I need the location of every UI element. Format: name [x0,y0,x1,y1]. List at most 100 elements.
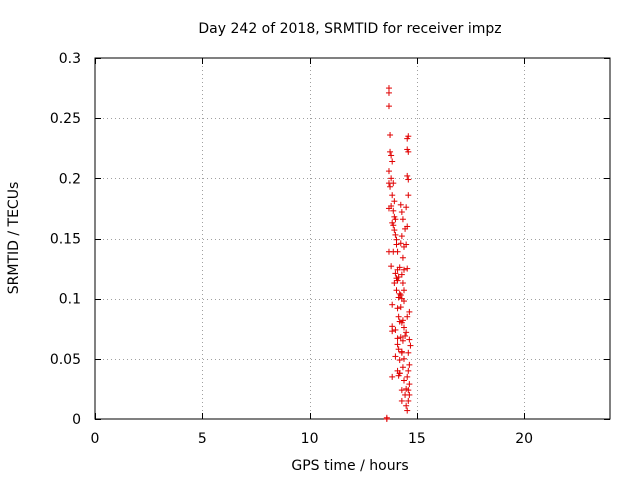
data-point-plus [402,225,409,232]
data-point-plus [401,324,407,331]
x-tick-label: 5 [198,431,207,447]
data-point-plus [388,175,395,182]
data-point-plus [405,367,412,374]
data-point-plus [405,148,412,155]
data-point-plus [399,364,406,371]
data-point-plus [403,329,410,336]
data-point-plus [393,287,400,294]
data-point-plus [394,305,401,312]
data-point-plus [385,168,392,175]
data-point-plus [396,318,403,325]
data-point-plus [389,373,396,380]
data-point-plus [392,231,399,238]
data-points [383,85,414,422]
y-tick-label: 0.25 [50,111,81,127]
data-point-plus [406,391,413,398]
x-tick-label: 20 [515,431,533,447]
data-point-plus [397,334,404,341]
data-point-plus [392,326,399,333]
data-point-plus [398,348,405,355]
data-point-plus [404,373,411,380]
data-point-plus [406,308,413,315]
data-point-plus [385,103,392,110]
data-point-plus [396,290,403,297]
data-point-plus [395,294,402,301]
data-point-plus [392,270,399,277]
tick-labels: 0 5 10 15 20 0 0.05 0.1 0.15 0.2 0.25 0.3 [50,51,533,447]
data-point-plus [389,328,396,335]
data-point-plus [385,205,392,212]
data-point-plus [388,152,395,159]
data-point-plus [403,241,410,248]
data-point-plus [399,280,406,287]
data-point-plus [406,381,413,388]
data-point-plus [403,402,410,409]
data-point-plus [401,298,407,305]
data-point-plus [399,216,406,223]
data-point-plus [398,233,405,240]
data-point-plus [391,280,398,287]
data-point-plus [402,332,409,339]
data-point-plus [404,172,411,179]
data-point-plus [397,201,404,208]
data-point-plus [403,204,410,211]
data-point-plus [389,158,396,165]
y-axis-label: SRMTID / TECUs [6,182,22,295]
data-point-plus [392,216,399,223]
data-point-plus [405,133,412,140]
data-point-plus [404,313,411,320]
data-point-plus [394,341,401,348]
x-tick-label: 15 [408,431,426,447]
data-point-plus [406,361,413,368]
data-point-plus [395,346,402,353]
data-point-plus [398,397,405,404]
data-point-plus [391,198,398,205]
data-point-plus [399,337,406,344]
data-point-plus [401,287,407,294]
data-point-plus [387,183,394,190]
data-point-plus [390,180,397,187]
data-point-plus [397,240,404,247]
data-point-plus [405,349,412,356]
x-tick-label: 10 [301,431,319,447]
x-tick-label: 0 [91,431,100,447]
data-point-plus [394,266,401,273]
data-point-plus [395,274,402,281]
data-point-plus [406,336,413,343]
plot-frame [94,57,611,420]
y-tick-label: 0.3 [59,51,81,67]
data-point-plus [388,263,395,270]
data-point-plus [385,89,392,96]
data-point-plus [401,377,407,384]
data-point-plus [405,387,412,394]
data-point-plus [401,355,407,362]
y-tick-label: 0.05 [50,352,81,368]
data-point-plus [397,304,404,311]
data-point-plus [387,132,394,139]
y-tick-label: 0.15 [50,232,81,248]
data-point-plus [395,313,402,320]
data-point-plus [404,265,411,272]
grid-lines [95,58,610,419]
data-point-plus [401,266,407,273]
data-point-plus [390,207,397,214]
data-point-plus [405,176,412,183]
data-point-plus [398,271,405,278]
y-tick-label: 0 [72,412,81,428]
data-point-plus [405,192,412,199]
data-point-plus [405,397,412,404]
data-point-plus [383,416,390,422]
data-point-plus [389,192,396,199]
x-axis-label: GPS time / hours [291,458,408,474]
data-point-plus [394,335,401,342]
data-point-plus [396,357,403,364]
data-point-plus [393,241,400,248]
data-point-plus [399,254,406,261]
data-point-plus [404,407,411,414]
data-point-plus [389,301,396,308]
data-point-plus [394,248,401,255]
data-point-plus [391,227,398,234]
data-point-plus [407,342,414,349]
